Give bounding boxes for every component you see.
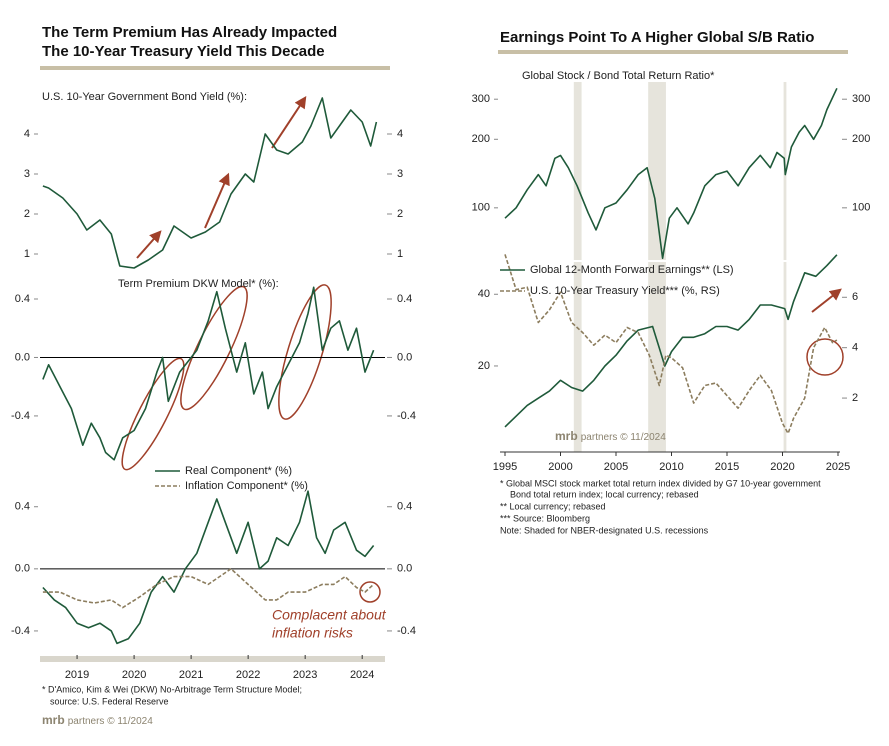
y2-tick-label: 2	[852, 392, 858, 404]
title-rule	[498, 50, 848, 54]
y-tick-label: 1	[24, 248, 30, 260]
recession-shade	[648, 82, 666, 260]
logo-brand: mrb	[555, 429, 578, 443]
series-line	[42, 286, 375, 461]
footnote: * Global MSCI stock market total return …	[500, 478, 821, 488]
footnote: *** Source: Bloomberg	[500, 513, 590, 523]
x-tick-label: 2022	[236, 669, 260, 681]
arrow	[204, 172, 230, 229]
series-line	[42, 490, 375, 645]
recession-shade	[573, 82, 582, 260]
recession-shade	[573, 262, 582, 452]
y-tick-label: 4	[24, 128, 30, 140]
footnote: Note: Shaded for NBER-designated U.S. re…	[500, 525, 709, 535]
series-line	[504, 87, 838, 260]
series-line	[504, 254, 838, 428]
y-tick-label-right: 0.0	[397, 351, 412, 363]
y-tick-label-right: 0.4	[397, 293, 412, 305]
y-tick-label: 100	[472, 202, 490, 214]
ellipse	[278, 284, 332, 420]
y-tick-label-right: 0.4	[397, 501, 412, 513]
logo-brand: mrb	[42, 713, 65, 727]
circle	[359, 581, 381, 603]
series-line	[42, 568, 375, 609]
chart-subtitle: Term Premium DKW Model* (%):	[118, 278, 279, 290]
panel-title: The 10-Year Treasury Yield This Decade	[42, 43, 325, 60]
logo-text: partners © 11/2024	[68, 716, 153, 727]
panel-title: Earnings Point To A Higher Global S/B Ra…	[500, 29, 814, 46]
y-tick-label-right: 3	[397, 168, 403, 180]
annotation: Complacent about	[272, 607, 387, 623]
logo-text: partners © 11/2024	[581, 432, 666, 443]
x-tick-label: 2019	[65, 669, 89, 681]
y-tick-label: -0.4	[11, 625, 30, 637]
y-tick-label-right: 100	[852, 202, 870, 214]
recession-shade	[648, 262, 666, 452]
y-tick-label: 300	[472, 93, 490, 105]
y-tick-label-right: 0.0	[397, 563, 412, 575]
y-tick-label: 0.4	[15, 501, 30, 513]
annotation: inflation risks	[272, 625, 353, 641]
x-tick-label: 2000	[548, 461, 572, 473]
legend-label: U.S. 10-Year Treasury Yield*** (%, RS)	[530, 285, 720, 297]
y-tick-label-right: 300	[852, 93, 870, 105]
y-tick-label: 20	[478, 360, 490, 372]
y-tick-label-right: -0.4	[397, 410, 416, 422]
y-tick-label: 3	[24, 168, 30, 180]
y-tick-label-right: 1	[397, 248, 403, 260]
x-tick-label: 2005	[604, 461, 628, 473]
footnote: * D'Amico, Kim & Wei (DKW) No-Arbitrage …	[42, 684, 302, 694]
y-tick-label: 0.0	[15, 563, 30, 575]
y-tick-label: 0.0	[15, 351, 30, 363]
title-rule	[40, 66, 390, 70]
logo: mrb partners © 11/2024	[42, 713, 153, 727]
annotation-shapes	[121, 95, 844, 603]
footnote: source: U.S. Federal Reserve	[50, 696, 169, 706]
x-tick-label: 2024	[350, 669, 374, 681]
y2-tick-label: 6	[852, 291, 858, 303]
y-tick-label: 40	[478, 288, 490, 300]
y2-tick-label: 4	[852, 342, 858, 354]
series-line	[504, 254, 838, 435]
x-tick-label: 2015	[715, 461, 739, 473]
arrow	[811, 288, 842, 313]
panel-title: The Term Premium Has Already Impacted	[42, 24, 337, 41]
legend-label: Inflation Component* (%)	[185, 480, 308, 492]
arrow	[136, 230, 162, 259]
x-tick-label: 2020	[770, 461, 794, 473]
legend-label: Real Component* (%)	[185, 465, 292, 477]
footnote: Bond total return index; local currency;…	[510, 489, 699, 499]
y-tick-label: 2	[24, 208, 30, 220]
arrow	[271, 95, 307, 149]
y-tick-label-right: 2	[397, 208, 403, 220]
y-tick-label-right: -0.4	[397, 625, 416, 637]
circle	[806, 338, 844, 376]
y-tick-label-right: 200	[852, 133, 870, 145]
series-line	[42, 97, 378, 269]
x-tick-label: 1995	[493, 461, 517, 473]
ellipse	[121, 357, 185, 471]
x-axis-band	[40, 656, 385, 662]
chart-subtitle: U.S. 10-Year Government Bond Yield (%):	[42, 91, 247, 103]
recession-shade	[783, 262, 787, 452]
legend-label: Global 12-Month Forward Earnings** (LS)	[530, 264, 734, 276]
source-logo: mrb partners © 11/2024	[555, 429, 666, 443]
x-tick-label: 2023	[293, 669, 317, 681]
y-tick-label: 0.4	[15, 293, 30, 305]
x-tick-label: 2025	[826, 461, 850, 473]
footnote: ** Local currency; rebased	[500, 501, 606, 511]
chart-subtitle: Global Stock / Bond Total Return Ratio*	[522, 70, 715, 82]
y-tick-label: 200	[472, 133, 490, 145]
y-tick-label-right: 4	[397, 128, 403, 140]
x-tick-label: 2021	[179, 669, 203, 681]
x-tick-label: 2020	[122, 669, 146, 681]
y-tick-label: -0.4	[11, 410, 30, 422]
x-tick-label: 2010	[659, 461, 683, 473]
